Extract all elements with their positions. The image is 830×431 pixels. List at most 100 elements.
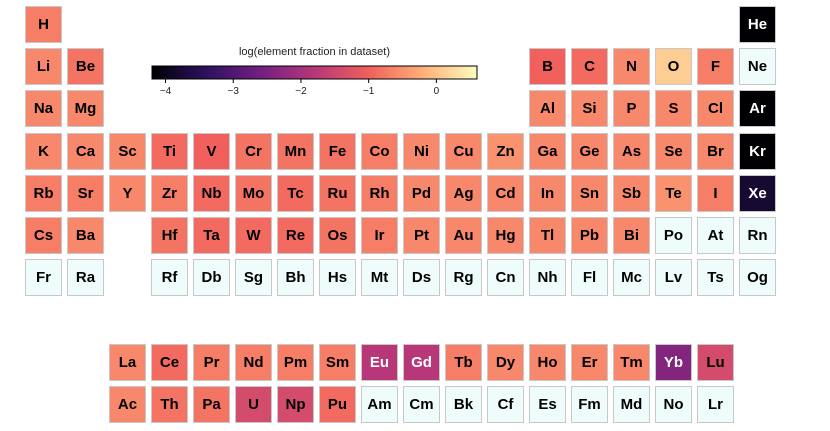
element-cell-mg: Mg [67, 90, 104, 127]
element-cell-cd: Cd [487, 175, 524, 212]
element-cell-hf: Hf [151, 217, 188, 254]
element-cell-at: At [697, 217, 734, 254]
element-cell-pt: Pt [403, 217, 440, 254]
element-cell-fm: Fm [571, 386, 608, 423]
element-cell-es: Es [529, 386, 566, 423]
element-cell-zn: Zn [487, 133, 524, 170]
element-cell-cf: Cf [487, 386, 524, 423]
element-cell-ds: Ds [403, 259, 440, 296]
element-cell-np: Np [277, 386, 314, 423]
element-cell-au: Au [445, 217, 482, 254]
colorbar-tick-label: −2 [295, 86, 307, 97]
element-cell-k: K [25, 133, 62, 170]
element-cell-ac: Ac [109, 386, 146, 423]
colorbar-tick-label: −4 [160, 86, 172, 97]
element-cell-li: Li [25, 48, 62, 85]
element-cell-pa: Pa [193, 386, 230, 423]
element-cell-yb: Yb [655, 344, 692, 381]
element-cell-ho: Ho [529, 344, 566, 381]
element-cell-ce: Ce [151, 344, 188, 381]
element-cell-mn: Mn [277, 133, 314, 170]
element-cell-ta: Ta [193, 217, 230, 254]
element-cell-tb: Tb [445, 344, 482, 381]
element-cell-br: Br [697, 133, 734, 170]
element-cell-ba: Ba [67, 217, 104, 254]
element-cell-n: N [613, 48, 650, 85]
element-cell-co: Co [361, 133, 398, 170]
element-cell-rf: Rf [151, 259, 188, 296]
element-cell-tl: Tl [529, 217, 566, 254]
element-cell-te: Te [655, 175, 692, 212]
element-cell-ra: Ra [67, 259, 104, 296]
element-cell-ti: Ti [151, 133, 188, 170]
element-cell-be: Be [67, 48, 104, 85]
element-cell-nb: Nb [193, 175, 230, 212]
element-cell-i: I [697, 175, 734, 212]
element-cell-cn: Cn [487, 259, 524, 296]
element-cell-ni: Ni [403, 133, 440, 170]
element-cell-db: Db [193, 259, 230, 296]
element-cell-og: Og [739, 259, 776, 296]
element-cell-rh: Rh [361, 175, 398, 212]
element-cell-dy: Dy [487, 344, 524, 381]
element-cell-as: As [613, 133, 650, 170]
element-cell-ts: Ts [697, 259, 734, 296]
element-cell-nd: Nd [235, 344, 272, 381]
element-cell-mc: Mc [613, 259, 650, 296]
element-cell-fl: Fl [571, 259, 608, 296]
element-cell-lu: Lu [697, 344, 734, 381]
element-cell-cl: Cl [697, 90, 734, 127]
element-cell-pu: Pu [319, 386, 356, 423]
element-cell-lr: Lr [697, 386, 734, 423]
element-cell-no: No [655, 386, 692, 423]
element-cell-o: O [655, 48, 692, 85]
element-cell-pd: Pd [403, 175, 440, 212]
element-cell-zr: Zr [151, 175, 188, 212]
element-cell-w: W [235, 217, 272, 254]
element-cell-sn: Sn [571, 175, 608, 212]
element-cell-ag: Ag [445, 175, 482, 212]
element-cell-in: In [529, 175, 566, 212]
element-cell-er: Er [571, 344, 608, 381]
colorbar: −4 −3 −2 −1 0 [151, 65, 478, 97]
element-cell-bh: Bh [277, 259, 314, 296]
element-cell-ru: Ru [319, 175, 356, 212]
element-cell-v: V [193, 133, 230, 170]
element-cell-p: P [613, 90, 650, 127]
element-cell-h: H [25, 6, 62, 43]
element-cell-cs: Cs [25, 217, 62, 254]
element-cell-ir: Ir [361, 217, 398, 254]
element-cell-s: S [655, 90, 692, 127]
colorbar-tick-label: 0 [434, 86, 440, 97]
element-cell-pm: Pm [277, 344, 314, 381]
element-cell-ga: Ga [529, 133, 566, 170]
element-cell-u: U [235, 386, 272, 423]
element-cell-se: Se [655, 133, 692, 170]
element-cell-tc: Tc [277, 175, 314, 212]
colorbar-tick-label: −3 [228, 86, 240, 97]
element-cell-la: La [109, 344, 146, 381]
element-cell-sm: Sm [319, 344, 356, 381]
colorbar-tick-label: −1 [363, 86, 375, 97]
element-cell-md: Md [613, 386, 650, 423]
element-cell-he: He [739, 6, 776, 43]
element-cell-am: Am [361, 386, 398, 423]
colorbar-gradient [151, 65, 478, 80]
element-cell-fe: Fe [319, 133, 356, 170]
element-cell-gd: Gd [403, 344, 440, 381]
element-cell-rg: Rg [445, 259, 482, 296]
element-cell-c: C [571, 48, 608, 85]
element-cell-nh: Nh [529, 259, 566, 296]
element-cell-bk: Bk [445, 386, 482, 423]
element-cell-rn: Rn [739, 217, 776, 254]
element-cell-na: Na [25, 90, 62, 127]
element-cell-b: B [529, 48, 566, 85]
element-cell-re: Re [277, 217, 314, 254]
element-cell-hg: Hg [487, 217, 524, 254]
element-cell-kr: Kr [739, 133, 776, 170]
element-cell-pb: Pb [571, 217, 608, 254]
element-cell-bi: Bi [613, 217, 650, 254]
element-cell-cm: Cm [403, 386, 440, 423]
element-cell-tm: Tm [613, 344, 650, 381]
